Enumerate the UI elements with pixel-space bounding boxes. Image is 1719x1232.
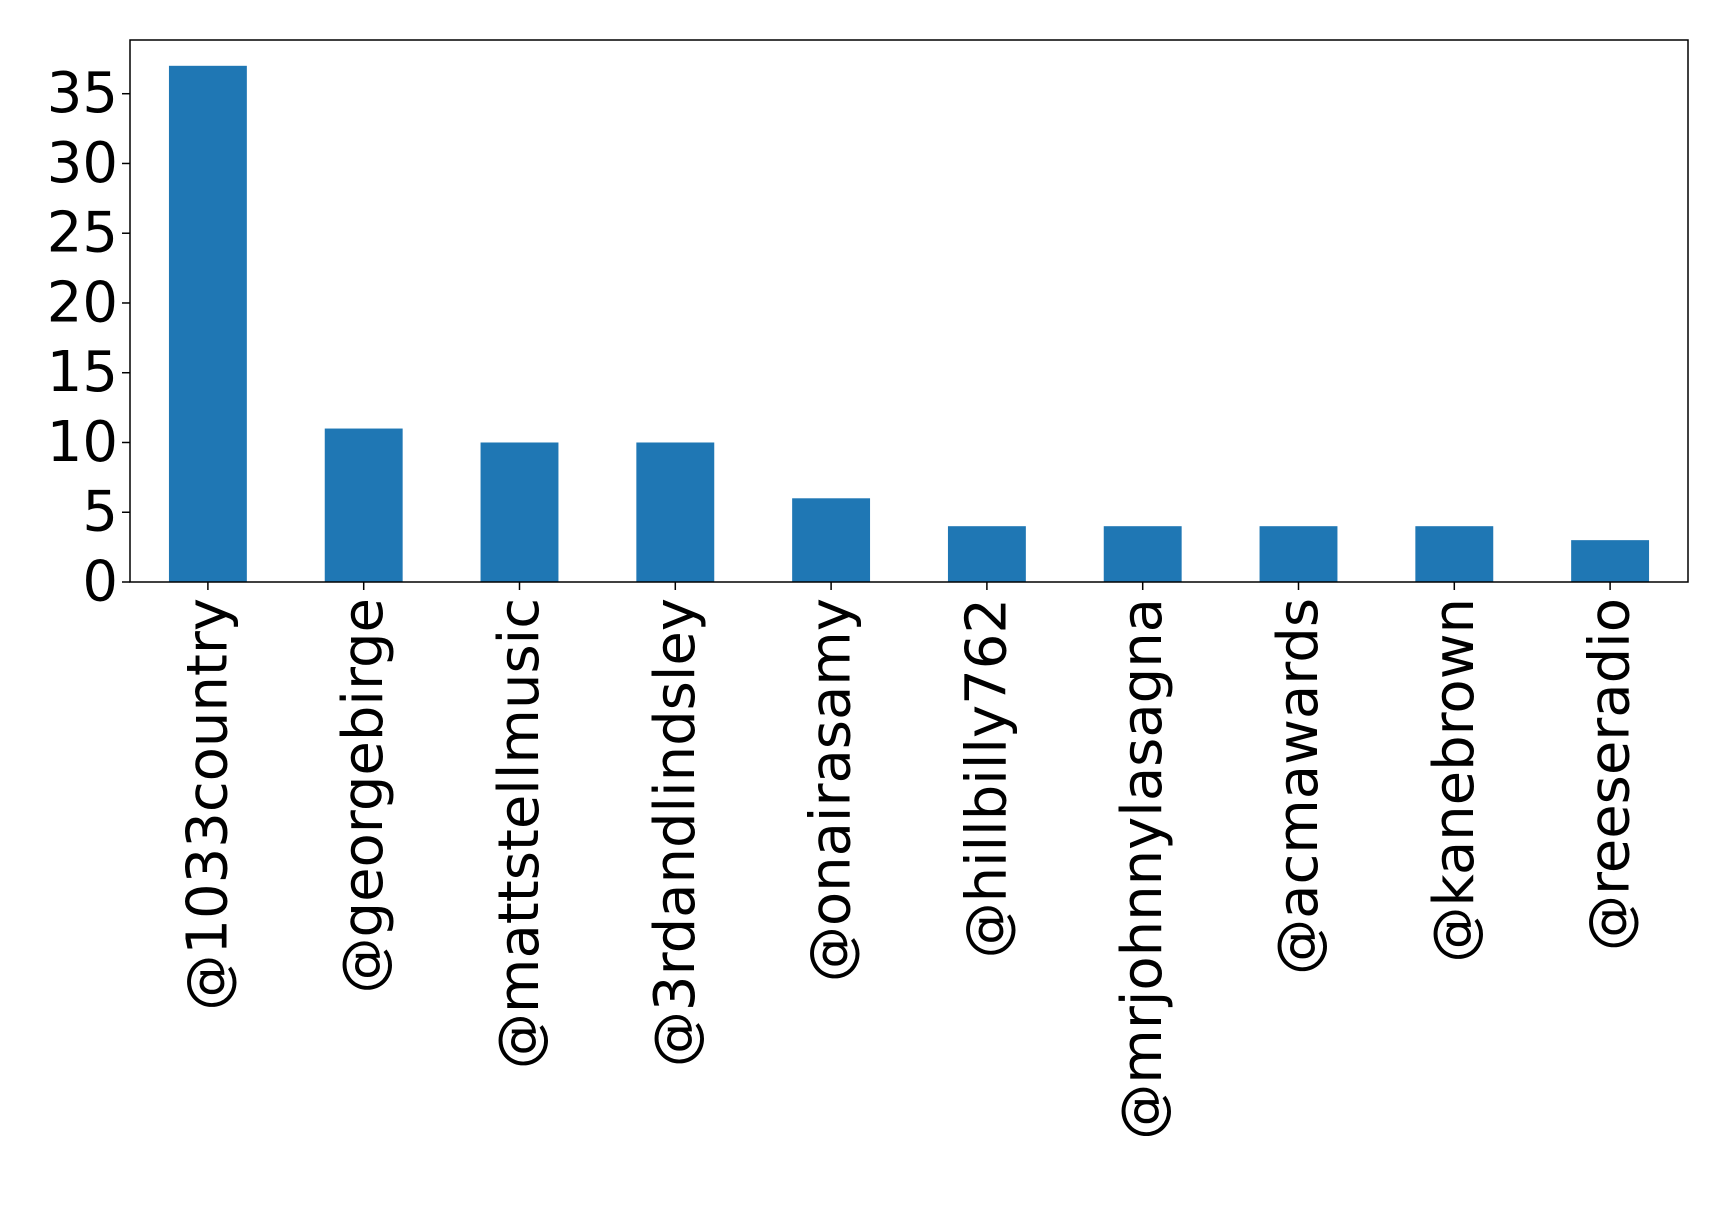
x-tick-label: @kanebrown [1422,598,1487,963]
x-tick-label: @onairasamy [799,598,864,982]
bar-mattstellmusic [480,442,559,582]
bar-1033country [168,65,247,583]
x-tick-label: @reeseradio [1578,598,1643,951]
bar-mrjohnnylasagna [1103,526,1182,582]
bar-reeseradio [1571,540,1650,582]
bar-hillbilly762 [947,526,1026,582]
bar-acmawards [1259,526,1338,582]
bar-onairasamy [792,498,871,582]
plot-area-frame [129,39,1689,583]
x-tick-label: @mattstellmusic [487,598,552,1069]
y-tick-label: 10 [47,410,118,475]
x-tick-label: @mrjohnnylasagna [1110,598,1175,1140]
y-tick-label: 20 [47,270,118,335]
y-tick-label: 15 [47,340,118,405]
bar-3rdandlindsley [636,442,715,582]
bars-group [168,65,1650,583]
bar-kanebrown [1415,526,1494,582]
x-tick-label: @1033country [175,598,240,1011]
x-axis: @1033country @georgebirge @mattstellmusic @… [175,582,1643,1140]
x-tick-label: @hillbilly762 [954,598,1019,958]
y-tick-label: 30 [47,131,118,196]
y-tick-label: 25 [47,201,118,266]
y-tick-label: 0 [82,550,118,615]
x-tick-label: @acmawards [1266,598,1331,975]
x-tick-label: @3rdandlindsley [643,598,708,1067]
bar-georgebirge [324,428,403,582]
y-tick-label: 5 [82,480,118,545]
x-tick-label: @georgebirge [331,598,396,993]
y-tick-label: 35 [47,61,118,126]
